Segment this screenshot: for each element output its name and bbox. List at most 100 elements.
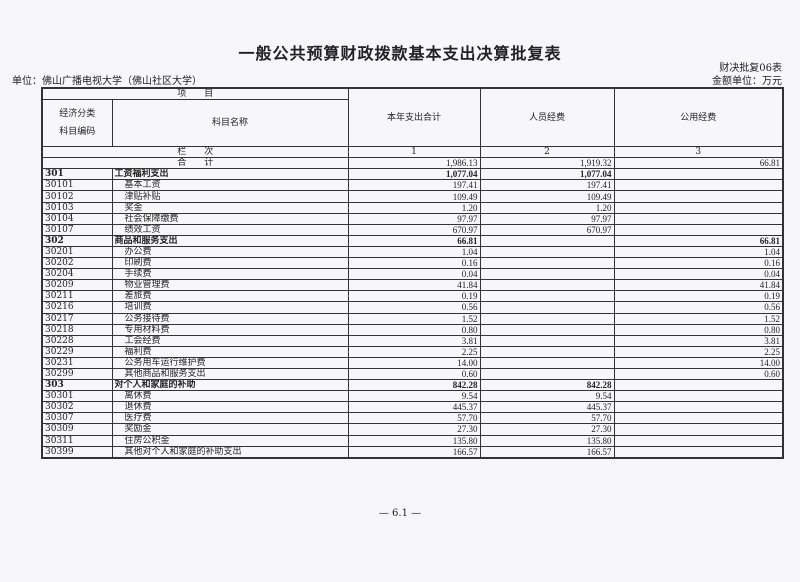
total-cell: 0.80: [347, 323, 481, 336]
header-econ-class: 经济分类: [59, 109, 96, 120]
personnel-cell: [479, 312, 615, 325]
public-cell: [613, 445, 784, 459]
name-cell: 其他商品和服务支出: [111, 367, 349, 381]
code-cell: 30399: [41, 445, 113, 459]
table-row: 30299 其他商品和服务支出 0.60 0.60: [41, 367, 784, 381]
name-cell: 培训费: [111, 301, 349, 314]
total-cell: 197.41: [347, 179, 481, 192]
personnel-cell: [479, 234, 615, 247]
header-subject-name: 科目名称: [111, 99, 349, 148]
code-cell: 30231: [41, 356, 113, 369]
table-row: 30103 奖金 1.20 1.20: [41, 201, 784, 214]
table-row: 30309 奖励金 27.30 27.30: [41, 423, 784, 436]
total-cell: 0.04: [347, 268, 481, 281]
total-cell: 109.49: [347, 190, 481, 203]
name-cell: 基本工资: [111, 179, 349, 192]
name-cell: 离休费: [111, 390, 349, 403]
document-title: 一般公共预算财政拨款基本支出决算批复表: [238, 44, 562, 63]
total-cell: 445.37: [347, 401, 481, 414]
total-cell: 0.60: [347, 367, 481, 381]
personnel-cell: [479, 301, 615, 314]
public-cell: [613, 168, 784, 181]
name-cell: 福利费: [111, 345, 349, 358]
total-personnel: 1,919.32: [479, 157, 615, 170]
code-cell: 30228: [41, 334, 113, 347]
table-row: 30218 专用材料费 0.80 0.80: [41, 323, 784, 336]
public-cell: 0.60: [613, 367, 784, 381]
total-cell: 1,077.04: [347, 168, 481, 181]
name-cell: 公务接待费: [111, 312, 349, 325]
table-row: 301 工资福利支出 1,077.04 1,077.04: [41, 168, 784, 181]
unit-label: 单位：佛山广播电视大学（佛山社区大学）: [12, 76, 202, 87]
name-cell: 公务用车运行维护费: [111, 356, 349, 369]
code-cell: 30104: [41, 212, 113, 225]
name-cell: 手续费: [111, 268, 349, 281]
personnel-cell: [479, 245, 615, 259]
personnel-cell: 97.97: [479, 212, 615, 225]
personnel-cell: [479, 345, 615, 358]
table-row: 30101 基本工资 197.41 197.41: [41, 179, 784, 192]
code-cell: 30229: [41, 345, 113, 358]
public-cell: 0.16: [613, 257, 784, 270]
code-cell: 302: [41, 234, 113, 247]
code-cell: 30103: [41, 201, 113, 214]
total-cell: 1.04: [347, 245, 481, 259]
code-cell: 30301: [41, 390, 113, 403]
name-cell: 办公费: [111, 245, 349, 259]
name-cell: 工资福利支出: [111, 168, 349, 181]
public-cell: 2.25: [613, 345, 784, 358]
public-cell: 66.81: [613, 234, 784, 247]
public-cell: [613, 212, 784, 225]
name-cell: 工会经费: [111, 334, 349, 347]
column-order-label: 栏 次: [41, 146, 349, 159]
public-cell: 0.19: [613, 290, 784, 303]
name-cell: 津贴补贴: [111, 190, 349, 203]
personnel-cell: 842.28: [479, 379, 615, 392]
total-cell: 166.57: [347, 445, 481, 459]
name-cell: 退休费: [111, 401, 349, 414]
code-cell: 30299: [41, 367, 113, 381]
public-cell: 0.80: [613, 323, 784, 336]
table-row: 30204 手续费 0.04 0.04: [41, 268, 784, 281]
header-col1: 本年支出合计: [347, 87, 481, 148]
table-row: 30201 办公费 1.04 1.04: [41, 245, 784, 259]
public-cell: 1.04: [613, 245, 784, 259]
total-cell: 0.16: [347, 257, 481, 270]
code-cell: 30101: [41, 179, 113, 192]
header-col2: 人员经费: [479, 87, 615, 148]
public-cell: [613, 201, 784, 214]
table-row: 30302 退休费 445.37 445.37: [41, 401, 784, 414]
header-subject-code: 科目编码: [59, 127, 96, 138]
header-code: 经济分类 科目编码: [41, 99, 113, 148]
name-cell: 医疗费: [111, 412, 349, 425]
public-cell: [613, 223, 784, 236]
name-cell: 社会保障缴费: [111, 212, 349, 225]
personnel-cell: 445.37: [479, 401, 615, 414]
table-row: 30311 住房公积金 135.80 135.80: [41, 434, 784, 447]
code-cell: 30309: [41, 423, 113, 436]
total-cell: 57.70: [347, 412, 481, 425]
name-cell: 商品和服务支出: [111, 234, 349, 247]
personnel-cell: 1,077.04: [479, 168, 615, 181]
total-cell: 1.20: [347, 201, 481, 214]
table-row: 30107 绩效工资 670.97 670.97: [41, 223, 784, 236]
personnel-cell: [479, 323, 615, 336]
form-number: 财决批复06表: [719, 63, 782, 74]
code-cell: 30107: [41, 223, 113, 236]
code-cell: 303: [41, 379, 113, 392]
table-row: 30307 医疗费 57.70 57.70: [41, 412, 784, 425]
total-cell: 3.81: [347, 334, 481, 347]
header-col3: 公用经费: [613, 87, 784, 148]
total-public: 66.81: [613, 157, 784, 170]
column-number-2: 2: [479, 146, 615, 159]
public-cell: 41.84: [613, 279, 784, 292]
public-cell: [613, 390, 784, 403]
personnel-cell: [479, 356, 615, 369]
name-cell: 物业管理费: [111, 279, 349, 292]
total-label: 合 计: [41, 157, 349, 170]
table-row: 30301 离休费 9.54 9.54: [41, 390, 784, 403]
name-cell: 对个人和家庭的补助: [111, 379, 349, 392]
money-unit-label: 金额单位：万元: [712, 76, 782, 87]
personnel-cell: [479, 334, 615, 347]
total-cell: 0.56: [347, 301, 481, 314]
